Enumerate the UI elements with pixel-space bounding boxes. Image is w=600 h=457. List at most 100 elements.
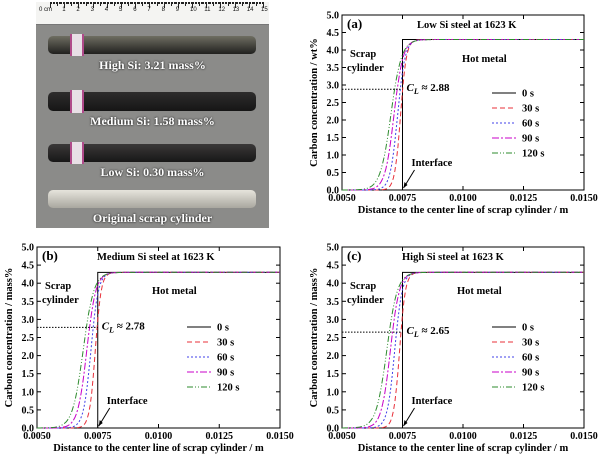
ruler-tick	[86, 2, 88, 4]
y-tick-label: 3.5	[327, 297, 340, 308]
ruler-tick	[169, 2, 171, 4]
plot-frame	[341, 246, 585, 429]
ruler-tick	[121, 2, 122, 8]
legend-label: 120 s	[522, 149, 544, 160]
ruler-tick	[173, 2, 175, 4]
high-si-label: High Si: 3.21 mass%	[99, 58, 206, 72]
ruler-tick	[64, 2, 66, 8]
ruler-tick	[59, 2, 61, 4]
ruler-number: 6	[133, 7, 137, 13]
ruler-tick	[133, 2, 135, 4]
ruler-tick	[62, 2, 64, 4]
scrap-label: Scrap	[45, 281, 71, 292]
x-axis-label: Distance to the center line of scrap cyl…	[358, 443, 569, 454]
ruler-number: 4	[104, 7, 109, 13]
ruler-tick	[180, 2, 182, 4]
ruler-tick	[129, 2, 131, 4]
ruler-tick	[139, 2, 141, 4]
ruler-number: 1	[62, 7, 66, 13]
ruler-tick	[244, 2, 246, 4]
ruler-tick	[136, 2, 138, 4]
x-tick-label: 0.0075	[84, 431, 112, 442]
ruler-tick	[261, 2, 263, 4]
ruler-tick	[160, 2, 162, 4]
ruler-number: 7	[147, 7, 151, 13]
ruler-tick	[250, 2, 252, 4]
ruler-number: 8	[161, 7, 165, 13]
ruler-tick	[166, 2, 168, 4]
ruler-tick	[147, 2, 149, 4]
ruler-tick	[247, 2, 249, 4]
y-tick-label: 2.5	[327, 98, 340, 109]
legend-label: 0 s	[217, 323, 229, 334]
y-tick-label: 0.0	[22, 424, 35, 435]
ruler-tick	[68, 2, 70, 4]
ruler-tick	[223, 2, 225, 4]
y-tick-label: 5.0	[327, 11, 340, 22]
y-tick-label: 5.0	[327, 243, 340, 254]
ruler-tick	[200, 2, 202, 4]
ruler: 0 cm 1 2 3 4 5 6 7 8 9 10 11 12 13 14 15	[36, 2, 269, 25]
ruler-tick	[118, 2, 120, 4]
plot-frame	[36, 246, 281, 429]
y-axis-label: Carbon concentration / mass%	[4, 268, 15, 408]
ruler-tick	[61, 2, 63, 4]
y-tick-label: 4.0	[327, 46, 340, 57]
ruler-tick	[106, 2, 108, 8]
ruler-tick	[241, 2, 243, 6]
ruler-tick	[103, 2, 105, 4]
ruler-tick	[174, 2, 176, 4]
ruler-unit-label: 0 cm	[39, 7, 53, 13]
interface-label: Interface	[412, 396, 453, 407]
medium-si-rod	[48, 92, 256, 111]
y-tick-label: 0.5	[327, 405, 340, 416]
ruler-tick	[220, 2, 222, 8]
y-tick-label: 2.5	[22, 333, 35, 344]
y-tick-label: 4.5	[327, 261, 340, 272]
ruler-tick	[186, 2, 188, 4]
ruler-tick	[72, 2, 74, 4]
y-tick-label: 2.0	[22, 351, 35, 362]
original-rod	[48, 190, 256, 208]
ruler-tick	[152, 2, 154, 4]
series-line-90s	[342, 39, 584, 191]
ruler-tick	[89, 2, 91, 4]
series-line-120s	[342, 271, 584, 429]
y-tick-label: 4.0	[327, 279, 340, 290]
ruler-tick	[201, 2, 203, 4]
ruler-tick	[206, 2, 208, 8]
ruler-tick	[216, 2, 218, 4]
y-tick-label: 4.5	[22, 261, 35, 272]
ruler-tick	[260, 2, 262, 4]
ruler-tick	[238, 2, 240, 4]
ruler-tick	[78, 2, 80, 8]
ruler-tick	[227, 2, 229, 6]
ruler-tick	[167, 2, 169, 4]
ruler-tick	[119, 2, 121, 4]
ruler-tick	[55, 2, 57, 4]
x-tick-label: 0.0050	[328, 193, 356, 204]
interface-label: Interface	[107, 396, 148, 407]
ruler-tick	[85, 2, 87, 6]
cl-annotation: CL ≈ 2.78	[102, 320, 146, 334]
y-tick-label: 3.0	[22, 315, 35, 326]
ruler-tick	[199, 2, 201, 6]
low-si-rod	[48, 144, 256, 162]
ruler-tick	[196, 2, 198, 4]
y-tick-label: 0.0	[327, 186, 340, 197]
ruler-tick	[115, 2, 117, 4]
ruler-number: 11	[204, 7, 211, 13]
ruler-tick	[116, 2, 118, 4]
interface-arrowhead	[403, 182, 408, 188]
ruler-tick	[122, 2, 124, 4]
chart-b: 0.0 0.5 1.0 1.5 2.0 2.5 3.0 3.5 4.0 4.5 5.0 0.0050 0…	[4, 243, 294, 455]
ruler-tick	[177, 2, 179, 8]
legend-label: 90 s	[522, 368, 539, 379]
ruler-tick	[69, 2, 71, 4]
ruler-tick	[113, 2, 115, 6]
y-tick-label: 4.5	[327, 28, 340, 39]
ruler-tick	[146, 2, 148, 4]
ruler-tick	[236, 2, 238, 4]
ruler-tick	[203, 2, 205, 4]
y-tick-label: 3.5	[327, 63, 340, 74]
